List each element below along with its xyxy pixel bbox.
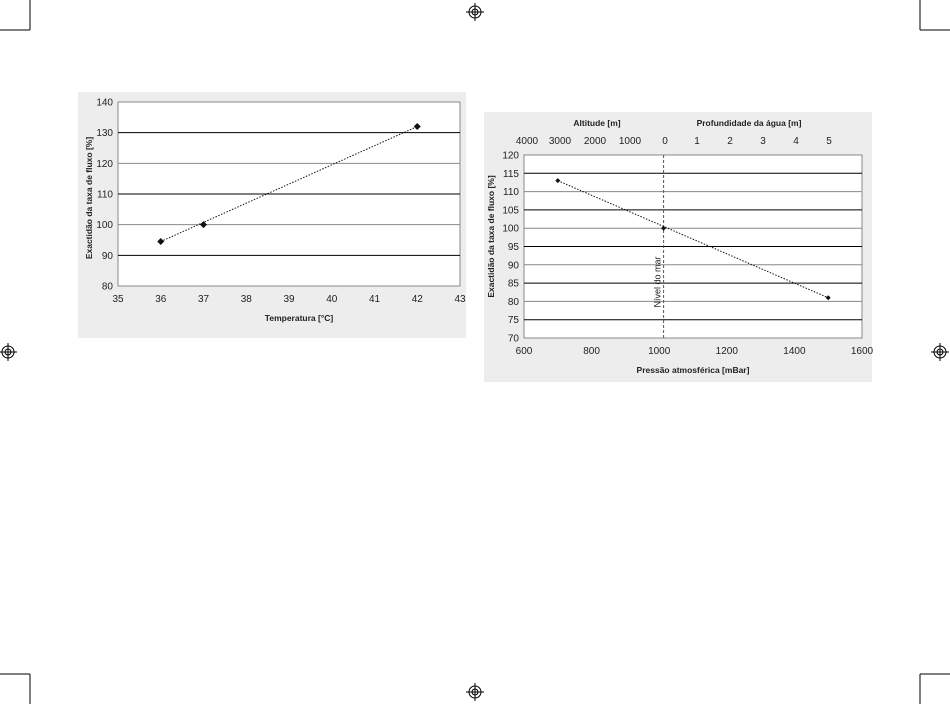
- registration-mark-right: [931, 343, 949, 361]
- depth-tick-label: 1: [694, 136, 700, 147]
- y-tick-label: 90: [102, 251, 114, 262]
- y-tick-label: 110: [503, 187, 519, 198]
- x-axis-label: Pressão atmosférica [mBar]: [637, 365, 750, 375]
- x-tick-label: 39: [283, 294, 295, 305]
- trendline: [557, 180, 829, 299]
- chart-temperature: 80 90 100 110 120 130 140 35 36 37 38 39 40 41 42 43 Tem…: [78, 92, 466, 338]
- registration-mark-bottom: [466, 683, 484, 701]
- altitude-tick-label: 3000: [549, 136, 572, 147]
- altitude-tick-label: 2000: [584, 136, 607, 147]
- x-tick-label: 1600: [851, 346, 874, 357]
- y-tick-label: 120: [96, 159, 113, 170]
- x-tick-label: 35: [112, 294, 124, 305]
- depth-tick-label: 3: [760, 136, 766, 147]
- x-tick-label: 37: [198, 294, 210, 305]
- registration-mark-top: [466, 3, 484, 21]
- y-tick-label: 130: [96, 128, 113, 139]
- y-axis-label: Exactidão da taxa de fluxo [%]: [486, 175, 496, 298]
- x-tick-label: 41: [369, 294, 381, 305]
- x-tick-label: 42: [412, 294, 424, 305]
- y-axis-label: Exactidão da taxa de fluxo [%]: [84, 137, 94, 260]
- data-point: [200, 221, 207, 229]
- y-tick-label: 80: [508, 297, 520, 308]
- altitude-axis-label: Altitude [m]: [573, 118, 620, 128]
- data-point: [555, 178, 561, 184]
- y-tick-label: 95: [508, 242, 520, 253]
- y-tick-label: 120: [502, 151, 519, 162]
- x-tick-label: 600: [516, 346, 533, 357]
- y-tick-label: 90: [508, 260, 520, 271]
- data-point: [157, 238, 165, 246]
- altitude-tick-label: 0: [662, 136, 668, 147]
- depth-axis-label: Profundidade da água [m]: [697, 118, 802, 128]
- x-axis-label: Temperatura [°C]: [265, 313, 334, 323]
- x-tick-label: 43: [454, 294, 466, 305]
- y-tick-label: 100: [502, 224, 519, 235]
- y-tick-label: 75: [508, 315, 520, 326]
- registration-mark-left: [0, 343, 17, 361]
- y-tick-label: 70: [508, 334, 520, 345]
- y-tick-label: 80: [102, 282, 114, 293]
- y-tick-label: 110: [97, 190, 113, 201]
- y-tick-label: 100: [96, 220, 113, 231]
- depth-tick-label: 4: [793, 136, 799, 147]
- x-tick-label: 1200: [716, 346, 739, 357]
- x-tick-label: 38: [241, 294, 253, 305]
- y-tick-label: 105: [502, 205, 519, 216]
- depth-tick-label: 5: [826, 136, 832, 147]
- x-tick-label: 40: [326, 294, 338, 305]
- trendline: [160, 126, 418, 242]
- x-tick-label: 36: [155, 294, 167, 305]
- data-point: [661, 225, 667, 231]
- depth-tick-label: 2: [727, 136, 733, 147]
- altitude-tick-label: 4000: [516, 136, 539, 147]
- data-point: [825, 295, 831, 301]
- altitude-tick-label: 1000: [619, 136, 642, 147]
- y-tick-label: 85: [508, 279, 520, 290]
- y-tick-label: 115: [503, 169, 519, 180]
- x-tick-label: 800: [583, 346, 600, 357]
- y-tick-label: 140: [96, 98, 113, 109]
- x-tick-label: 1400: [783, 346, 806, 357]
- sea-level-label: Nível do mar: [653, 256, 663, 307]
- x-tick-label: 1000: [648, 346, 671, 357]
- data-point: [413, 123, 421, 131]
